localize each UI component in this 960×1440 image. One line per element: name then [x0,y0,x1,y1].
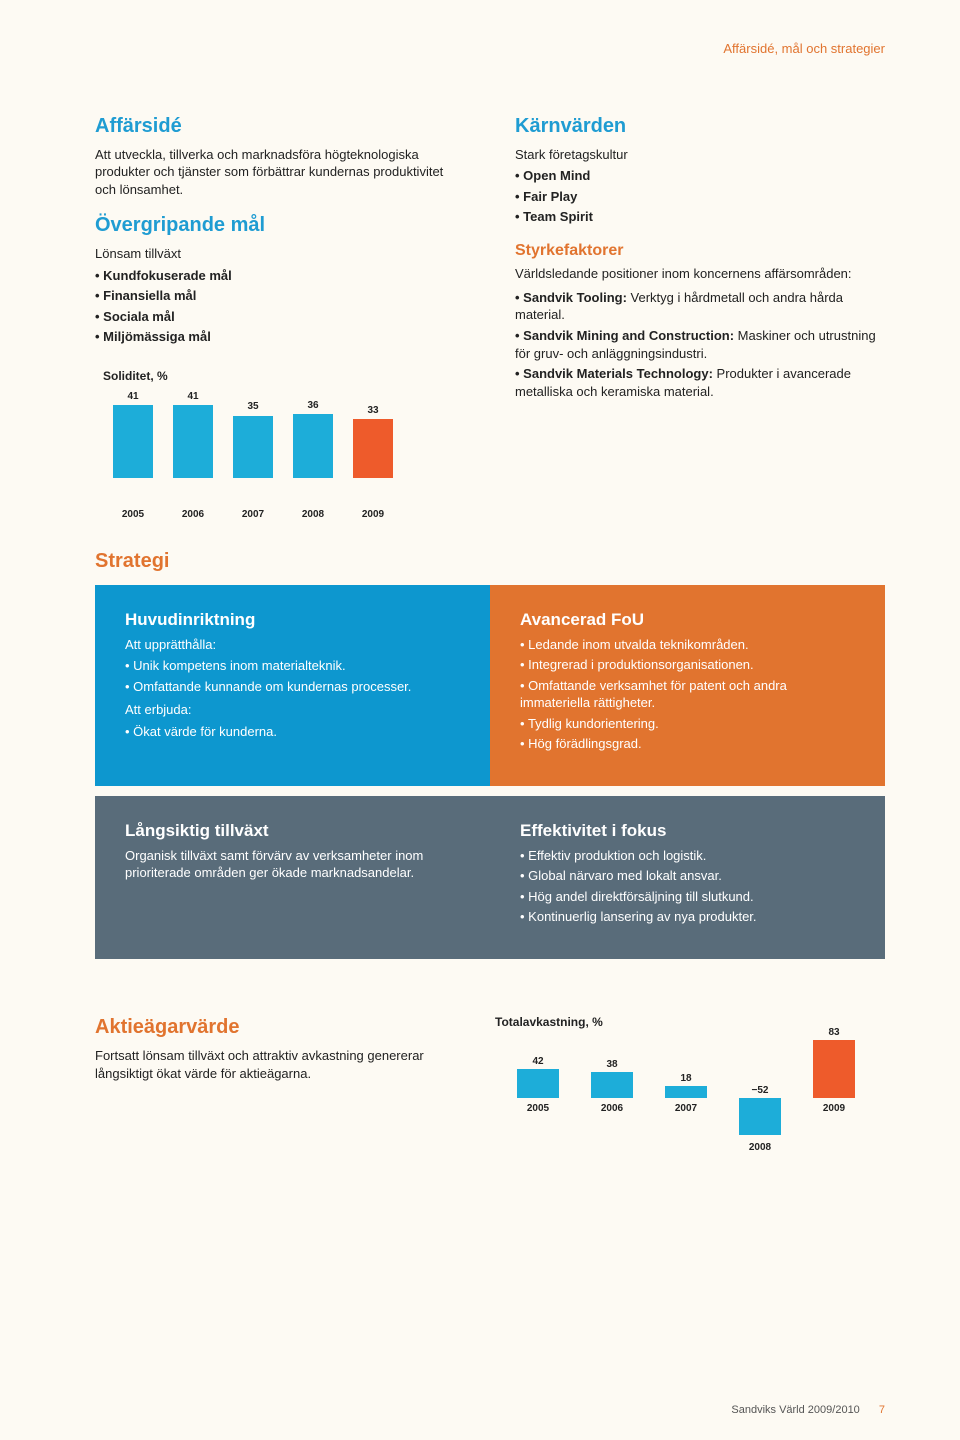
heading-affarside: Affärsidé [95,113,465,140]
chart2-bar [813,1040,855,1098]
panel-list-item: Tydlig kundorientering. [520,715,855,733]
heading-aktie: Aktieägarvärde [95,1014,445,1041]
panel-intro: Att erbjuda: [125,701,460,719]
chart2-value-label: 42 [517,1055,559,1069]
chart2-bar [739,1098,781,1134]
chart2-bar [517,1069,559,1098]
panel-intro: Att upprätthålla: [125,636,460,654]
page-number: 7 [879,1404,885,1416]
panel-list-item: Effektiv produktion och logistik. [520,847,855,865]
chart1-bar: 36 [293,399,333,479]
styrkefaktorer-list: Sandvik Tooling: Verktyg i hårdmetall oc… [515,289,885,400]
chart1-bar: 41 [113,390,153,478]
chart2-value-label: 38 [591,1058,633,1072]
panel-title: Långsiktig tillväxt [125,820,460,843]
styrke-item: Sandvik Tooling: Verktyg i hårdmetall oc… [515,289,885,324]
heading-overgripande: Övergripande mål [95,212,465,239]
panel-list-item: Ökat värde för kunderna. [125,723,460,741]
sub-stark: Stark företagskultur [515,146,885,164]
running-head: Affärsidé, mål och strategier [95,40,885,58]
panel-list-item: Kontinuerlig lansering av nya produkter. [520,908,855,926]
panel-list-item: Hög andel direktförsäljning till slutkun… [520,888,855,906]
chart-totalavkastning: 422005382006182007−522008832009 [505,1036,885,1166]
panel-list-item: Hög förädlingsgrad. [520,735,855,753]
goals-list: Kundfokuserade mål Finansiella mål Sociala… [95,267,465,346]
chart-soliditet: Soliditet, % 4141 35 36 33 2005 2006 2007 2008… [103,368,413,522]
aktieagarvarde-section: Aktieägarvärde Fortsatt lönsam tillväxt … [95,1014,885,1166]
panel-list-item: Integrerad i produktionsorganisationen. [520,656,855,674]
panel-list: Effektiv produktion och logistik. Global … [520,847,855,926]
text-aktie: Fortsatt lönsam tillväxt och attraktiv a… [95,1047,445,1082]
karn-item: Open Mind [515,167,885,185]
strategi-panel: Effektivitet i fokus Effektiv produktion … [490,796,885,959]
panel-list-item: Omfattande kunnande om kundernas process… [125,678,460,696]
panel-list-item: Omfattande verksamhet för patent och and… [520,677,855,712]
panel-list-item: Unik kompetens inom materialteknik. [125,657,460,675]
panel-title: Avancerad FoU [520,609,855,632]
chart2-bar [591,1072,633,1099]
panel-list: Unik kompetens inom materialteknik. Omfat… [125,657,460,695]
heading-styrkefaktorer: Styrkefaktorer [515,240,885,262]
left-column: Affärsidé Att utveckla, tillverka och ma… [95,113,465,522]
right-column: Kärnvärden Stark företagskultur Open Min… [515,113,885,522]
text-styrke: Världsledande positioner inom koncernens… [515,265,885,283]
chart1-bar: 33 [353,404,393,478]
chart2-bar [665,1086,707,1099]
strategi-panel: Långsiktig tillväxt Organisk tillväxt sam… [95,796,490,959]
strategi-panel: Avancerad FoU Ledande inom utvalda teknik… [490,585,885,786]
panel-list-item: Global närvaro med lokalt ansvar. [520,867,855,885]
chart1-axis-label: 2007 [233,508,273,522]
karn-item: Team Spirit [515,208,885,226]
chart1-bar: 41 [173,390,213,478]
panel-list: Ökat värde för kunderna. [125,723,460,741]
panel-list-item: Ledande inom utvalda teknikområden. [520,636,855,654]
panel-title: Huvudinriktning [125,609,460,632]
page-footer: Sandviks Värld 2009/2010 7 [731,1403,885,1418]
karn-item: Fair Play [515,188,885,206]
chart2-axis-label: 2006 [591,1102,633,1116]
styrke-item: Sandvik Materials Technology: Produkter … [515,365,885,400]
chart2-axis-label: 2005 [517,1102,559,1116]
chart1-axis-label: 2006 [173,508,213,522]
goal-item: Finansiella mål [95,287,465,305]
sub-lonsam: Lönsam tillväxt [95,245,465,263]
chart1-axis-label: 2009 [353,508,393,522]
heading-karnvarden: Kärnvärden [515,113,885,140]
panel-title: Effektivitet i fokus [520,820,855,843]
heading-strategi: Strategi [95,548,885,575]
chart1-axis-label: 2008 [293,508,333,522]
text-affarside: Att utveckla, tillverka och marknadsföra… [95,146,465,199]
strategi-panel: Huvudinriktning Att upprätthålla: Unik kom… [95,585,490,786]
styrke-item: Sandvik Mining and Construction: Maskine… [515,327,885,362]
chart2-value-label: −52 [739,1084,781,1098]
chart2-value-label: 18 [665,1072,707,1086]
chart1-bar: 35 [233,400,273,478]
goal-item: Kundfokuserade mål [95,267,465,285]
panel-text: Organisk tillväxt samt förvärv av verksa… [125,847,460,882]
chart2-axis-label: 2007 [665,1102,707,1116]
chart1-axis-label: 2005 [113,508,153,522]
chart2-value-label: 83 [813,1026,855,1040]
footer-text: Sandviks Värld 2009/2010 [731,1404,859,1416]
chart2-axis-label: 2008 [739,1141,781,1155]
goal-item: Sociala mål [95,308,465,326]
strategi-section: Strategi Huvudinriktning Att upprätthålla… [95,548,885,959]
panel-list: Ledande inom utvalda teknikområden. Integ… [520,636,855,753]
karnvarden-list: Open Mind Fair Play Team Spirit [515,167,885,226]
chart1-title: Soliditet, % [103,368,413,384]
goal-item: Miljömässiga mål [95,328,465,346]
chart2-axis-label: 2009 [813,1102,855,1116]
